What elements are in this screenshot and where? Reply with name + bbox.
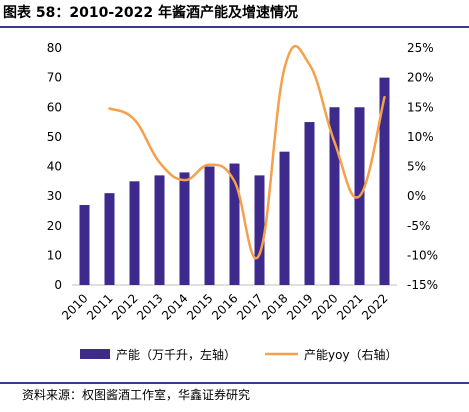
bar <box>129 181 140 285</box>
x-axis-tick-label: 2012 <box>109 291 140 322</box>
left-axis-tick-label: 30 <box>47 189 62 203</box>
x-axis-tick-label: 2014 <box>159 291 190 322</box>
left-axis-tick-label: 60 <box>47 100 62 114</box>
bar <box>379 77 390 285</box>
x-axis-tick-label: 2011 <box>84 291 115 322</box>
left-axis-tick-label: 20 <box>47 219 62 233</box>
title-divider <box>0 26 469 28</box>
x-axis-tick-label: 2020 <box>309 291 340 322</box>
right-axis-tick-label: 15% <box>407 100 434 114</box>
bar <box>329 107 340 285</box>
right-axis-tick-label: 0% <box>407 189 426 203</box>
right-axis-tick-label: 25% <box>407 41 434 55</box>
bar <box>79 205 90 285</box>
right-axis-tick-label: -5% <box>407 219 430 233</box>
left-axis-tick-label: 10 <box>47 248 62 262</box>
right-axis-tick-label: 10% <box>407 130 434 144</box>
source-note: 资料来源：权图酱酒工作室，华鑫证券研究 <box>22 388 251 402</box>
x-axis-tick-label: 2013 <box>134 291 165 322</box>
bar <box>229 163 240 285</box>
bar <box>204 166 215 285</box>
yoy-line <box>108 44 386 260</box>
left-axis-tick-label: 70 <box>47 71 62 85</box>
legend-bar-swatch <box>80 349 110 359</box>
bar <box>154 175 165 285</box>
x-axis-tick-label: 2010 <box>59 291 90 322</box>
chart-title: 图表 58：2010-2022 年酱酒产能及增速情况 <box>3 5 298 21</box>
legend-bar-label: 产能（万千升，左轴） <box>116 347 236 362</box>
x-axis-tick-label: 2015 <box>184 291 215 322</box>
x-axis-tick-label: 2021 <box>334 291 365 322</box>
bar <box>104 193 115 285</box>
bar <box>304 122 315 285</box>
right-axis-tick-label: 5% <box>407 160 426 174</box>
left-axis-tick-label: 50 <box>47 130 62 144</box>
right-axis-tick-label: -10% <box>407 248 438 262</box>
left-axis-tick-label: 0 <box>54 278 62 292</box>
bar <box>254 175 265 285</box>
chart: 0 10 20 30 40 50 60 70 80 -15% -10% -5% 0% 5% 10% 15% 20… <box>47 41 438 362</box>
x-axis-tick-label: 2018 <box>259 291 290 322</box>
legend-line-label: 产能yoy（右轴） <box>304 347 398 362</box>
x-axis-tick-label: 2017 <box>234 291 265 322</box>
x-axis-tick-label: 2016 <box>209 291 240 322</box>
right-axis-tick-label: 20% <box>407 71 434 85</box>
x-axis-tick-label: 2022 <box>359 291 390 322</box>
source-divider <box>0 382 469 384</box>
x-axis-tick-label: 2019 <box>284 291 315 322</box>
bar <box>279 151 290 285</box>
right-axis-tick-label: -15% <box>407 278 438 292</box>
left-axis-tick-label: 80 <box>47 41 62 55</box>
bar <box>179 172 190 285</box>
left-axis-tick-label: 40 <box>47 160 62 174</box>
